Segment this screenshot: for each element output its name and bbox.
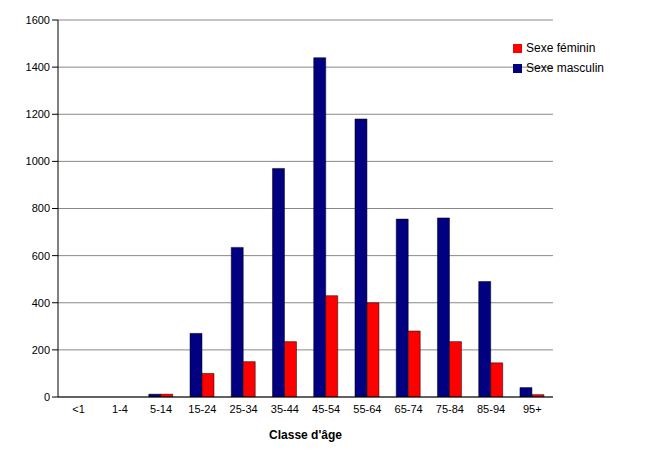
svg-text:85-94: 85-94 xyxy=(477,403,505,415)
svg-text:65-74: 65-74 xyxy=(395,403,423,415)
svg-text:200: 200 xyxy=(32,344,50,356)
svg-text:<1: <1 xyxy=(72,403,85,415)
svg-text:1600: 1600 xyxy=(26,14,50,26)
svg-text:55-64: 55-64 xyxy=(353,403,381,415)
html-text:Sexe masculin: Sexe masculin xyxy=(526,61,604,75)
svg-text:Classe d'âge: Classe d'âge xyxy=(269,428,342,442)
html-text:Sexe féminin: Sexe féminin xyxy=(526,41,596,55)
svg-text:5-14: 5-14 xyxy=(150,403,172,415)
svg-text:400: 400 xyxy=(32,297,50,309)
svg-text:75-84: 75-84 xyxy=(436,403,464,415)
svg-text:95+: 95+ xyxy=(523,403,542,415)
svg-text:0: 0 xyxy=(44,391,50,403)
svg-text:15-24: 15-24 xyxy=(188,403,216,415)
svg-text:45-54: 45-54 xyxy=(312,403,340,415)
svg-text:1200: 1200 xyxy=(26,108,50,120)
svg-text:1400: 1400 xyxy=(26,61,50,73)
svg-text:35-44: 35-44 xyxy=(271,403,299,415)
svg-text:25-34: 25-34 xyxy=(230,403,258,415)
svg-text:1-4: 1-4 xyxy=(112,403,128,415)
svg-text:800: 800 xyxy=(32,202,50,214)
svg-text:1000: 1000 xyxy=(26,155,50,167)
svg-text:600: 600 xyxy=(32,250,50,262)
